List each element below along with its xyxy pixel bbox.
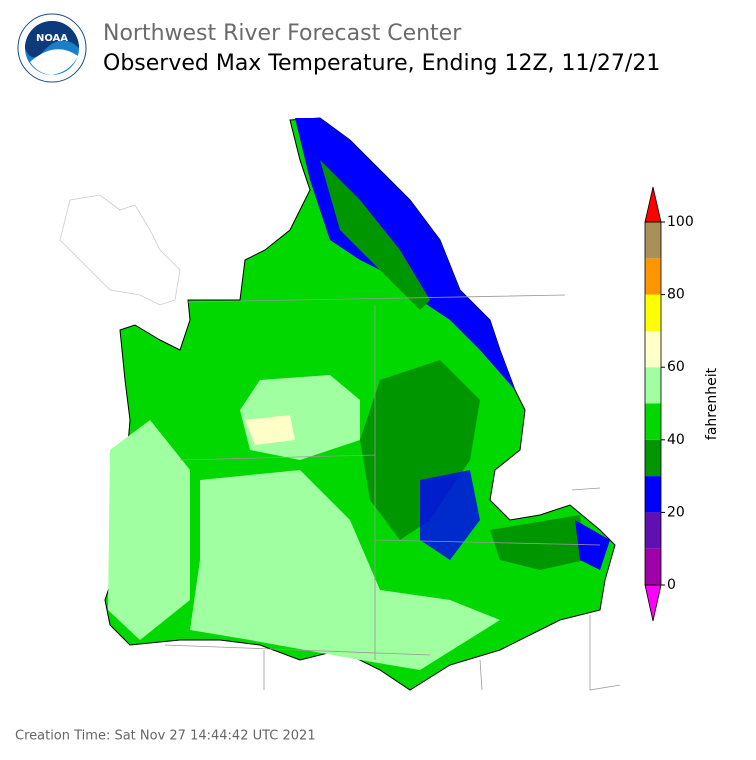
colorbar-label: fahrenheit	[704, 367, 720, 440]
colorbar-tick-label: 100	[667, 214, 694, 230]
colorbar-tick-label: 60	[667, 359, 685, 375]
colorbar-tick-label: 80	[667, 287, 685, 303]
logo-text: NOAA	[36, 33, 68, 44]
map	[59, 117, 621, 691]
colorbar-segment	[645, 258, 661, 295]
colorbar-tick-label: 40	[667, 432, 685, 448]
title: Northwest River Forecast Center	[103, 21, 462, 46]
colorbar-segment	[645, 222, 661, 259]
subtitle: Observed Max Temperature, Ending 12Z, 11…	[103, 51, 660, 76]
colorbar-under	[644, 584, 662, 622]
colorbar-segment	[645, 367, 661, 404]
colorbar-over	[644, 186, 662, 223]
colorbar-segment	[645, 476, 661, 513]
colorbar-segment	[645, 403, 661, 440]
colorbar: 0 20 40 60 80 100	[644, 186, 694, 622]
colorbar-tick-label: 0	[667, 577, 676, 593]
colorbar-segment	[645, 548, 661, 585]
colorbar-segment	[645, 330, 661, 368]
colorbar-tick-label: 20	[667, 504, 685, 520]
logo: NOAA	[17, 13, 87, 83]
colorbar-segment	[645, 439, 661, 477]
colorbar-frame	[644, 221, 662, 586]
colorbar-segment	[645, 512, 661, 549]
colorbar-segment	[645, 294, 661, 331]
creation-time: Creation Time: Sat Nov 27 14:44:42 UTC 2…	[15, 729, 316, 744]
